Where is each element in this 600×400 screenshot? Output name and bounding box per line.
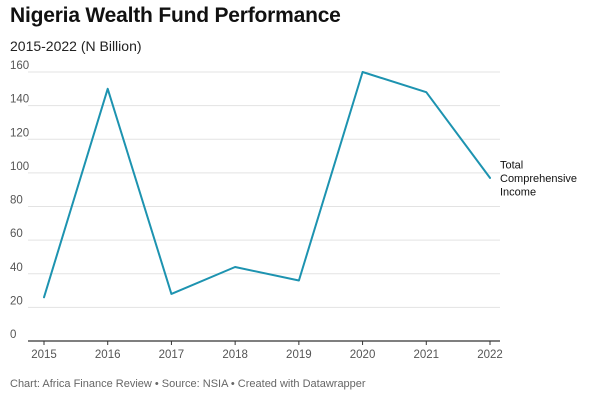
chart-subtitle: 2015-2022 (N Billion) <box>10 38 142 54</box>
x-tick-label: 2015 <box>31 349 57 361</box>
y-tick-label: 160 <box>10 60 29 72</box>
y-tick-label: 20 <box>10 295 23 307</box>
grid-lines <box>28 71 500 342</box>
series-end-label: Comprehensive <box>500 173 577 185</box>
y-tick-label: 80 <box>10 195 23 207</box>
y-tick-label: 140 <box>10 94 29 106</box>
x-tick-label: 2019 <box>286 349 312 361</box>
x-tick-label: 2020 <box>350 349 376 361</box>
y-tick-label: 0 <box>10 329 16 341</box>
x-tick-label: 2016 <box>95 349 121 361</box>
y-tick-label: 40 <box>10 262 23 274</box>
x-tick-label: 2018 <box>222 349 248 361</box>
y-tick-label: 100 <box>10 161 29 173</box>
series-line <box>43 71 491 299</box>
series-end-label: Income <box>500 186 536 198</box>
x-tick-label: 2021 <box>413 349 439 361</box>
y-axis-ticks: 0 20 40 60 80 100 120 140 160 <box>10 60 29 341</box>
y-tick-label: 60 <box>10 228 23 240</box>
series-end-label: Total <box>500 159 523 171</box>
chart-title: Nigeria Wealth Fund Performance <box>10 4 341 27</box>
x-tick-label: 2022 <box>477 349 503 361</box>
y-tick-label: 120 <box>10 127 29 139</box>
x-axis-ticks: 2015 2016 2017 2018 2019 2020 2021 2022 <box>31 341 503 361</box>
x-tick-label: 2017 <box>159 349 185 361</box>
chart-footer: Chart: Africa Finance Review • Source: N… <box>10 378 366 390</box>
